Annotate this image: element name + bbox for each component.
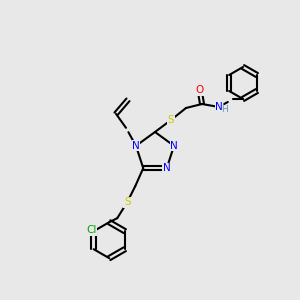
Text: S: S	[124, 197, 130, 207]
Text: N: N	[170, 141, 178, 151]
Text: O: O	[196, 85, 204, 95]
Text: H: H	[220, 104, 227, 113]
Text: N: N	[163, 163, 171, 173]
Text: Cl: Cl	[86, 225, 97, 235]
Text: N: N	[132, 141, 140, 151]
Text: S: S	[168, 115, 174, 125]
Text: N: N	[215, 102, 223, 112]
